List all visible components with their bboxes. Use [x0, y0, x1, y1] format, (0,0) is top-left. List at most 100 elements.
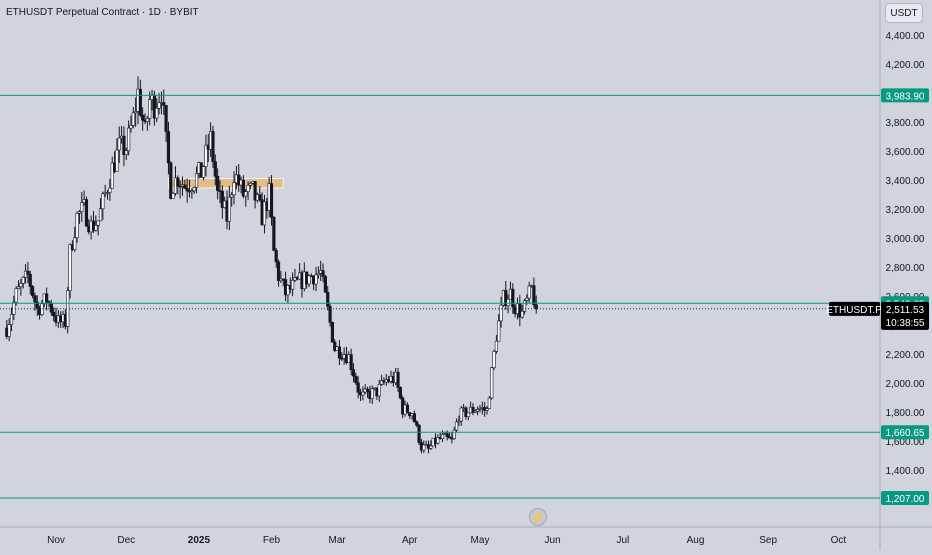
candle — [16, 280, 21, 290]
candle — [452, 426, 456, 440]
candle — [35, 295, 39, 317]
candle — [429, 440, 433, 450]
candle — [190, 188, 194, 199]
candle — [464, 406, 468, 420]
candle — [405, 402, 409, 414]
candle — [527, 281, 531, 304]
candle — [138, 79, 142, 117]
candle — [84, 196, 89, 227]
time-scale[interactable] — [0, 527, 880, 550]
candle — [127, 120, 131, 156]
candle — [415, 420, 419, 428]
y-tick-label: 1,800.00 — [886, 408, 925, 419]
candle — [323, 274, 327, 293]
candle — [157, 93, 161, 115]
candle — [129, 115, 133, 133]
candle — [258, 186, 262, 202]
candle — [73, 226, 77, 252]
candle — [241, 175, 246, 199]
candle — [232, 171, 236, 205]
candle — [370, 385, 374, 405]
candle — [356, 376, 360, 399]
y-tick-label: 3,400.00 — [886, 176, 925, 187]
candle — [21, 276, 25, 289]
candle — [7, 318, 11, 342]
candle — [176, 175, 180, 195]
candle — [422, 440, 426, 453]
candle — [96, 220, 100, 236]
candle — [269, 175, 274, 226]
candle — [506, 294, 510, 314]
candle — [365, 386, 370, 398]
candle — [492, 349, 496, 370]
candle — [330, 321, 335, 343]
candle — [110, 156, 114, 189]
candle — [328, 302, 332, 327]
candle — [94, 215, 98, 232]
symbol-tag — [829, 301, 880, 316]
candle — [314, 266, 318, 292]
candle — [28, 270, 32, 295]
current-price-label: 2,511.53 — [886, 305, 925, 316]
level-price-label: 1,660.65 — [886, 428, 925, 439]
candle — [108, 178, 112, 201]
candle — [248, 181, 253, 190]
candle — [192, 186, 196, 195]
candle — [459, 405, 463, 426]
candle — [490, 366, 494, 400]
x-tick-label: Aug — [687, 535, 705, 546]
candle — [230, 191, 234, 207]
level-price-label: 3,983.90 — [886, 91, 925, 102]
candle — [494, 334, 498, 354]
candle — [101, 191, 105, 220]
candle — [511, 283, 515, 314]
candle — [141, 107, 145, 131]
candle — [377, 379, 381, 402]
candle — [326, 286, 330, 311]
candle — [447, 432, 452, 439]
candle — [476, 406, 480, 416]
x-tick-label: Apr — [402, 535, 418, 546]
y-tick-label: 3,200.00 — [886, 205, 925, 216]
candle — [40, 299, 44, 317]
candle — [290, 272, 295, 297]
candle — [471, 403, 475, 416]
candle — [134, 97, 138, 127]
candle — [33, 292, 37, 311]
candle — [380, 374, 384, 386]
candle — [80, 192, 84, 222]
level-price-label: 1,207.00 — [886, 494, 925, 505]
candle — [169, 161, 173, 200]
candle — [30, 285, 35, 299]
candle — [124, 147, 128, 160]
candle — [52, 307, 56, 322]
candle — [227, 185, 231, 231]
candle — [77, 210, 82, 224]
bolt-logo-icon[interactable]: ⚡ — [529, 508, 547, 526]
currency-selector-button[interactable]: USDT — [885, 3, 923, 23]
y-tick-label: 3,600.00 — [886, 147, 925, 158]
candle — [75, 211, 79, 243]
price-tags-layer: 3,983.902,549.651,660.651,207.00ETHUSDT.… — [826, 88, 929, 505]
candle — [522, 299, 527, 315]
candle — [145, 116, 149, 131]
candle — [487, 396, 491, 409]
x-tick-label: May — [471, 535, 490, 546]
candle — [518, 295, 522, 327]
candle — [272, 216, 276, 251]
candle — [19, 278, 23, 296]
candle — [244, 188, 248, 207]
levels-layer — [0, 94, 880, 499]
candle — [286, 284, 290, 304]
y-tick-label: 2,800.00 — [886, 263, 925, 274]
candle — [246, 181, 250, 200]
countdown-label: 10:38:55 — [886, 318, 925, 329]
supply-zone-box[interactable] — [167, 178, 284, 189]
candle — [274, 248, 278, 268]
candle — [520, 304, 524, 319]
supply-zone-layer — [167, 178, 284, 189]
candle — [321, 263, 325, 283]
candle — [454, 418, 459, 433]
